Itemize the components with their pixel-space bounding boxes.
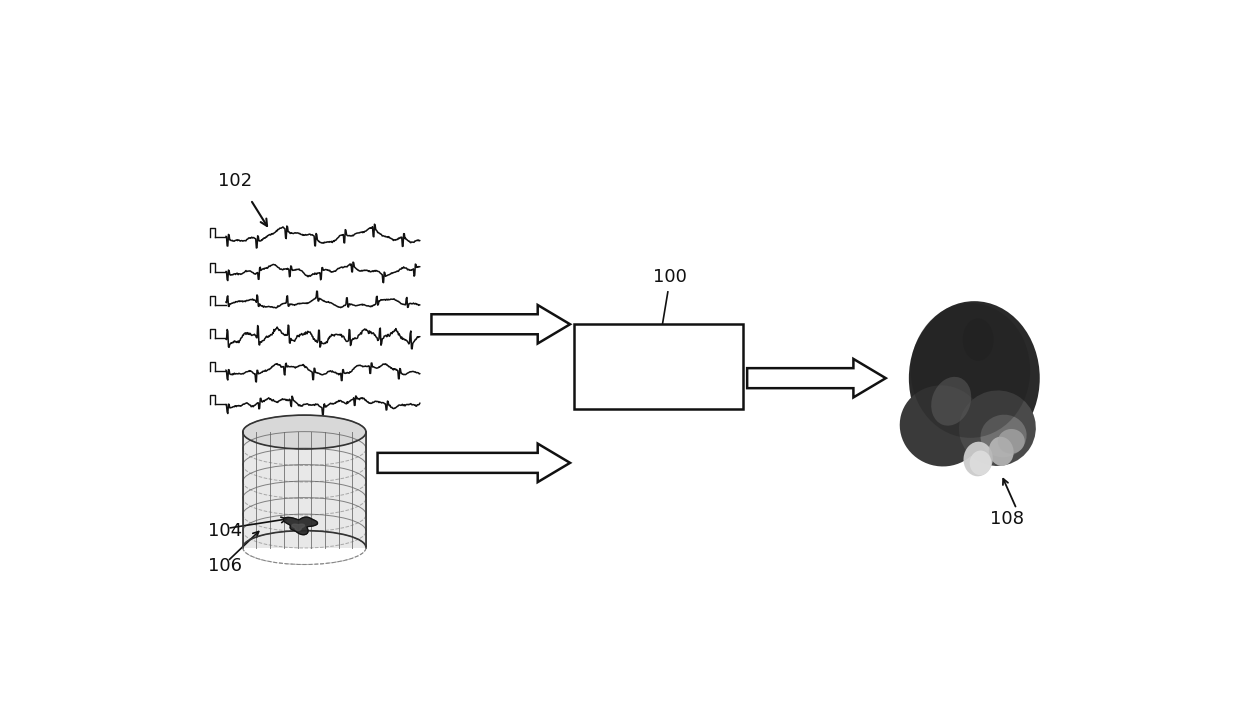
Text: 106: 106 xyxy=(208,557,242,575)
Polygon shape xyxy=(377,443,570,482)
Text: 102: 102 xyxy=(218,172,252,190)
Ellipse shape xyxy=(900,385,985,466)
Ellipse shape xyxy=(243,415,366,449)
Ellipse shape xyxy=(910,303,1030,438)
Ellipse shape xyxy=(962,319,993,361)
Ellipse shape xyxy=(931,377,971,426)
Ellipse shape xyxy=(981,415,1027,457)
Polygon shape xyxy=(432,305,570,344)
Ellipse shape xyxy=(970,451,991,475)
FancyBboxPatch shape xyxy=(574,324,743,409)
Polygon shape xyxy=(243,432,366,548)
Polygon shape xyxy=(748,359,885,397)
Text: 108: 108 xyxy=(991,511,1024,528)
Polygon shape xyxy=(284,517,317,535)
Text: Deep Learning: Deep Learning xyxy=(583,344,734,364)
Polygon shape xyxy=(291,524,305,530)
Text: 104: 104 xyxy=(208,522,242,540)
Text: Architecture: Architecture xyxy=(595,369,723,389)
Ellipse shape xyxy=(909,301,1040,455)
Ellipse shape xyxy=(998,429,1024,453)
Text: 100: 100 xyxy=(653,268,687,286)
Ellipse shape xyxy=(959,391,1035,466)
Ellipse shape xyxy=(988,437,1013,466)
Ellipse shape xyxy=(963,442,993,476)
